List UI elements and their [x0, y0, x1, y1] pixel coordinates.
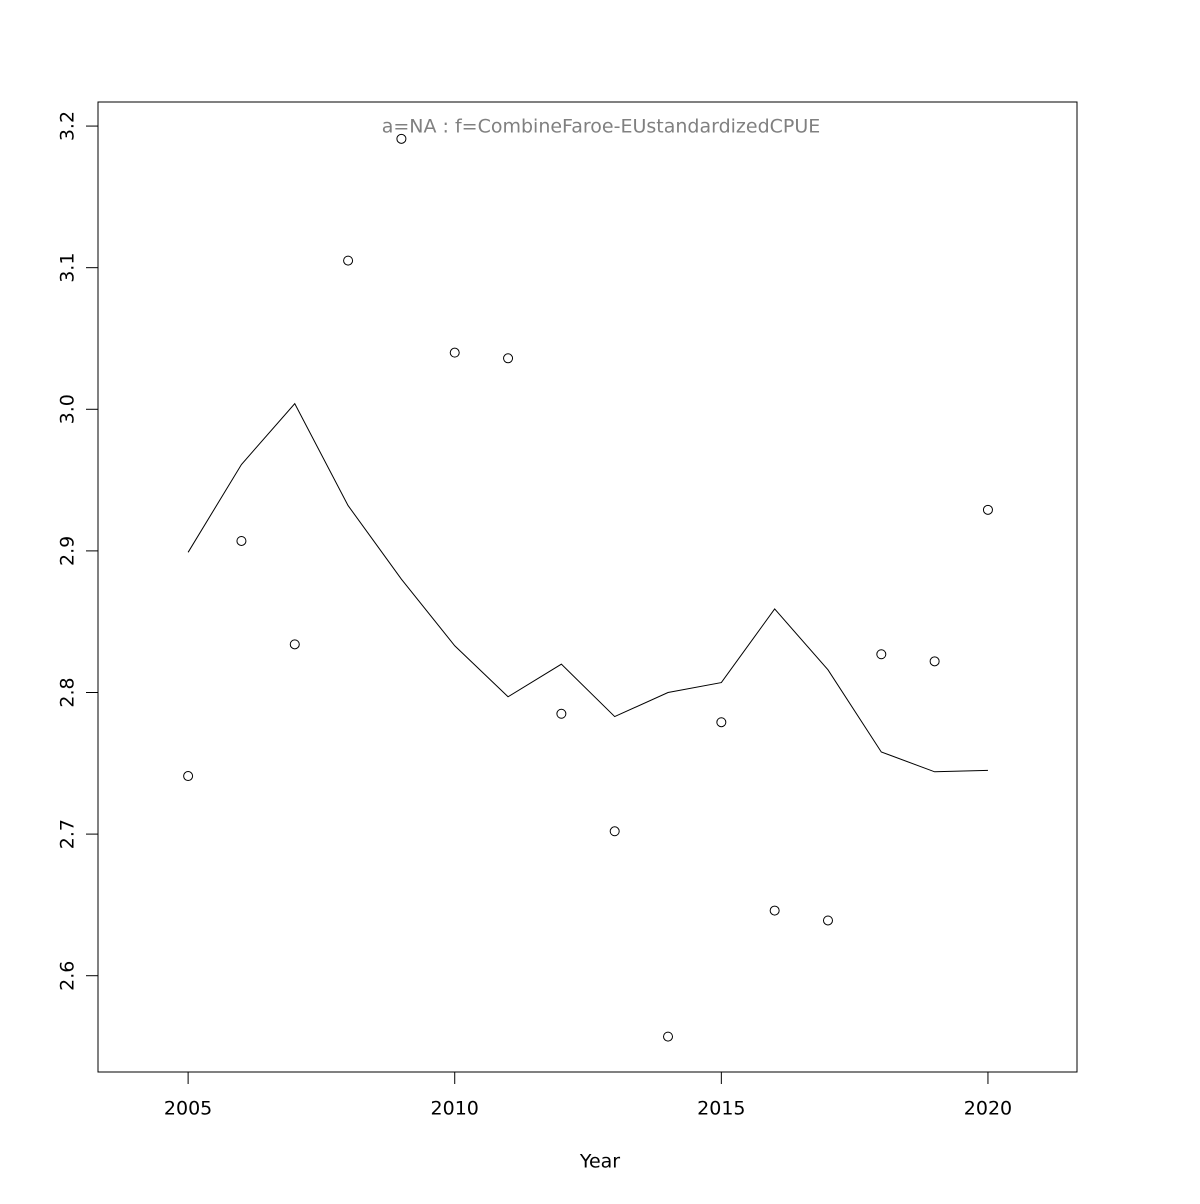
data-point: [609, 826, 620, 837]
y-tick-label: 3.2: [57, 111, 79, 141]
data-point: [449, 347, 460, 358]
x-axis-label: Year: [579, 1151, 620, 1173]
chart-title: a=NA : f=CombineFaroe-EUstandardizedCPUE: [382, 116, 821, 138]
y-tick-label: 2.7: [57, 819, 79, 849]
x-tick-label: 2010: [431, 1098, 479, 1120]
data-point: [982, 504, 993, 515]
data-point: [663, 1031, 674, 1042]
data-point: [716, 717, 727, 728]
data-point: [343, 255, 354, 266]
data-point: [396, 133, 407, 144]
trend-line: [187, 402, 988, 773]
data-point: [822, 915, 833, 926]
plot-box: [97, 101, 1078, 1073]
data-point: [289, 639, 300, 650]
data-point: [876, 649, 887, 660]
data-point: [556, 708, 567, 719]
x-tick-label: 2005: [164, 1098, 212, 1120]
y-tick-label: 3.0: [57, 394, 79, 424]
y-tick-label: 3.1: [57, 253, 79, 283]
x-tick-label: 2020: [964, 1098, 1012, 1120]
data-point: [236, 535, 247, 546]
data-point: [503, 353, 514, 364]
y-tick-label: 2.9: [57, 536, 79, 566]
data-point: [769, 905, 780, 916]
data-point: [929, 656, 940, 667]
x-tick-label: 2015: [697, 1098, 745, 1120]
y-tick-label: 2.8: [57, 677, 79, 707]
data-point: [183, 771, 194, 782]
y-tick-label: 2.6: [57, 961, 79, 991]
